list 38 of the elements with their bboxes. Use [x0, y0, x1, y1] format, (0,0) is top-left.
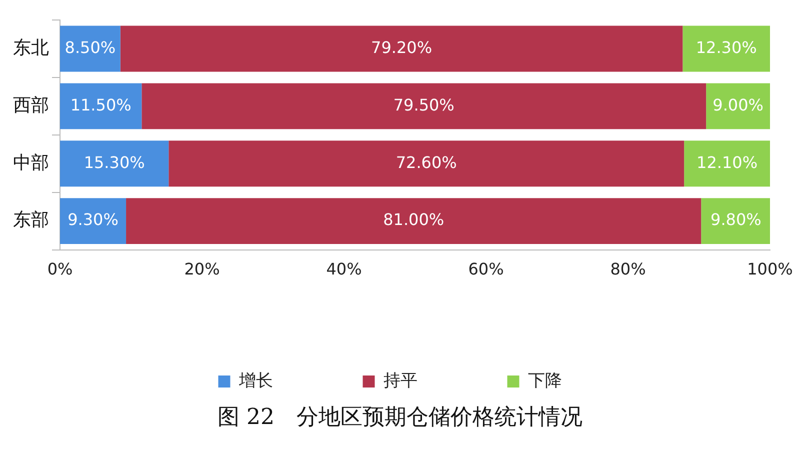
data-label: 9.00% — [712, 95, 764, 114]
y-tick-label: 中部 — [13, 152, 49, 174]
data-label: 15.30% — [84, 152, 145, 172]
data-label: 72.60% — [396, 152, 457, 172]
data-label: 9.30% — [68, 210, 118, 230]
bar — [684, 140, 770, 187]
data-label: 11.50% — [70, 95, 132, 114]
x-tick-label: 60% — [468, 260, 504, 279]
y-tick-label: 西部 — [13, 94, 49, 116]
bar — [701, 198, 770, 244]
y-tick-label: 东部 — [13, 210, 49, 231]
data-label: 81.00% — [383, 210, 444, 230]
data-label: 9.80% — [710, 210, 762, 230]
legend-label: 持平 — [383, 370, 418, 391]
bar — [142, 83, 706, 130]
x-tick-label: 40% — [326, 260, 362, 279]
bar — [60, 26, 120, 72]
x-tick-label: 100% — [747, 260, 793, 279]
bar — [706, 83, 770, 130]
legend-label: 下降 — [528, 370, 562, 391]
bar — [60, 198, 126, 244]
y-tick-label: 东北 — [13, 37, 49, 58]
data-label: 12.30% — [696, 38, 757, 57]
bar — [60, 140, 169, 187]
bar — [60, 83, 142, 130]
x-tick-label: 0% — [47, 260, 73, 279]
bar — [126, 198, 702, 244]
data-label: 12.10% — [696, 152, 758, 172]
legend-label: 增长 — [238, 370, 273, 391]
text: 图 22 分地区预期仓储价格统计情况 — [216, 404, 584, 432]
bar — [168, 140, 684, 187]
bar — [120, 26, 683, 72]
x-tick-label: 80% — [610, 260, 646, 279]
data-label: 79.50% — [393, 95, 454, 114]
x-tick-label: 20% — [184, 260, 220, 279]
bar — [682, 26, 770, 72]
data-label: 8.50% — [64, 38, 116, 57]
data-label: 79.20% — [371, 38, 432, 57]
